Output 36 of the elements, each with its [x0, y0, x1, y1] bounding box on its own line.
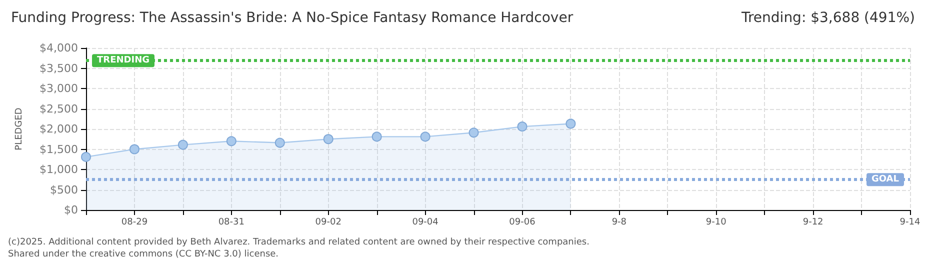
x-tick-label: 9-14 — [900, 218, 920, 228]
y-tick-label: $2,500 — [40, 102, 78, 116]
y-tick-label: $500 — [50, 183, 78, 196]
point — [566, 118, 576, 129]
y-tick-label: $1,500 — [40, 142, 78, 156]
text: (c)2025. Additional content provided by Beth Alvarez. Trademarks and related content are owned by their respective companies. — [8, 238, 590, 248]
x-tick-label: 09-06 — [509, 218, 536, 228]
x-tick-label: 9-8 — [612, 218, 627, 228]
x-tick-label: 09-02 — [315, 218, 342, 228]
x-tick-label: 09-04 — [412, 218, 439, 228]
x-tick-label: 9-12 — [802, 218, 824, 228]
y-tick-label: $0 — [64, 204, 78, 216]
x-tick-label: 08-31 — [218, 218, 244, 228]
point — [420, 132, 430, 142]
x-tick-label: 9-10 — [706, 218, 727, 228]
y-tick-label: $1,000 — [40, 163, 78, 176]
point — [468, 128, 479, 138]
chart-subtitle: Trending: $3,688 (491%) — [740, 10, 916, 26]
y-tick-label: $2,000 — [40, 122, 78, 136]
point — [81, 152, 91, 162]
ref-line-label: TRENDING — [97, 56, 150, 66]
point — [372, 132, 382, 142]
x-tick-label: 08-29 — [121, 218, 148, 228]
point — [129, 144, 140, 154]
ref-line-label: GOAL — [872, 174, 900, 185]
point — [274, 138, 285, 148]
point — [178, 140, 188, 150]
point — [517, 122, 528, 132]
y-tick-label: $3,000 — [40, 82, 78, 95]
text: Shared under the creative commons (CC BY-NC 3.0) license. — [8, 250, 279, 260]
y-axis-title: PLEDGED — [14, 108, 24, 150]
y-tick-label: $4,000 — [40, 42, 78, 54]
chart-title: Funding Progress: The Assassin's Bride: A No-Spice Fantasy Romance Hardcover — [11, 10, 574, 26]
point — [226, 136, 236, 146]
y-tick-label: $3,500 — [40, 62, 78, 75]
point — [323, 134, 334, 144]
